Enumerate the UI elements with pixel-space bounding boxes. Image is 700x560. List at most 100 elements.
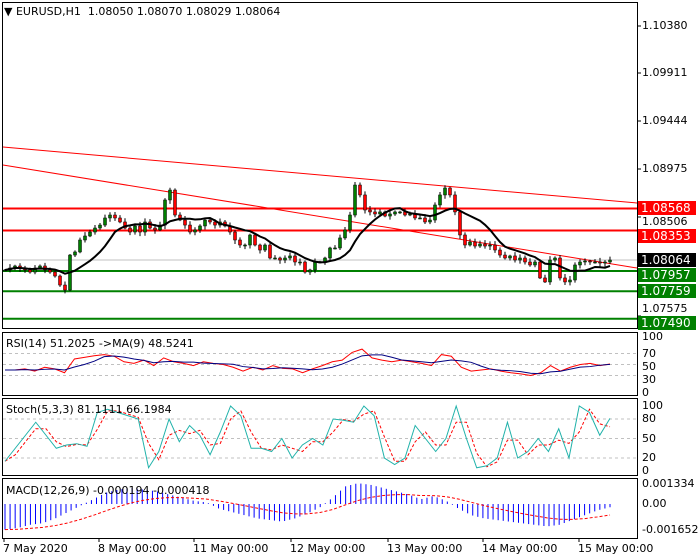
candle — [393, 211, 397, 215]
time-axis-label: 11 May 00:00 — [193, 542, 269, 555]
moving-average-line — [4, 207, 611, 275]
candle — [93, 227, 97, 233]
candle — [118, 217, 122, 223]
candle — [153, 227, 157, 231]
candle — [563, 277, 567, 283]
candle — [243, 244, 247, 247]
candle — [363, 194, 367, 211]
candle — [198, 225, 202, 231]
candle — [568, 279, 572, 283]
macd-signal-line — [4, 494, 611, 531]
candle — [253, 234, 257, 246]
rsi-panel — [2, 332, 638, 396]
candle — [493, 244, 497, 251]
candle — [603, 261, 607, 264]
stoch-axis-label: 100 — [642, 399, 663, 412]
candle — [143, 221, 147, 233]
ohlc-close: 1.08064 — [234, 5, 281, 18]
candle — [508, 255, 512, 259]
candle — [58, 275, 62, 286]
time-axis-label: 8 May 00:00 — [98, 542, 167, 555]
time-axis-label: 7 May 2020 — [3, 542, 68, 555]
candle — [388, 213, 392, 217]
candle — [83, 235, 87, 241]
symbol-timeframe: EURUSD,H1 — [15, 5, 81, 18]
candle — [498, 249, 502, 256]
rsi-label: RSI(14) 51.2025 ->MA(9) 48.5241 — [6, 337, 194, 350]
candle — [183, 219, 187, 226]
candle — [78, 239, 82, 253]
candle — [328, 247, 332, 259]
candle — [108, 214, 112, 219]
candle — [523, 257, 527, 263]
main-panel — [2, 2, 638, 329]
resistance-level-tag: 1.08568 — [638, 201, 696, 216]
candle — [258, 244, 262, 251]
candle — [473, 241, 477, 247]
candle — [348, 214, 352, 231]
candle — [483, 243, 487, 247]
stoch-signal-line — [4, 408, 611, 468]
candle — [173, 189, 177, 216]
candle — [448, 187, 452, 196]
candle — [163, 199, 167, 226]
candle — [288, 255, 292, 259]
candle — [343, 229, 347, 239]
candle — [103, 217, 107, 226]
collapse-triangle-icon[interactable]: ▼ — [4, 5, 13, 18]
stoch-panel — [2, 398, 638, 476]
resistance-level-tag: 1.08353 — [638, 229, 696, 244]
stoch-main-line — [4, 404, 611, 470]
candle — [213, 221, 217, 226]
candle — [53, 271, 57, 277]
candle — [418, 217, 422, 220]
candle — [543, 277, 547, 283]
candle — [468, 241, 472, 246]
candle — [63, 284, 67, 291]
candle — [608, 259, 612, 263]
candle — [598, 261, 602, 264]
rsi-line — [5, 348, 611, 377]
candle — [203, 219, 207, 227]
time-axis-label: 12 May 00:00 — [290, 542, 366, 555]
rsi-axis-label: 30 — [642, 372, 656, 386]
candle — [278, 257, 282, 261]
candle — [188, 224, 192, 233]
current-price-tag: 1.08064 — [638, 253, 696, 268]
candle — [238, 239, 242, 246]
macd-axis-label: -0.001652 — [642, 523, 699, 537]
stoch-axis-label: 20 — [642, 451, 656, 464]
rsi-ma-line — [5, 354, 611, 375]
candle — [463, 234, 467, 246]
support-level-tag: 1.07490 — [638, 316, 696, 330]
candle — [233, 231, 237, 241]
candle — [488, 244, 492, 247]
candle — [333, 247, 337, 250]
price-axis-label: 1.07575 — [642, 302, 688, 315]
candle — [518, 257, 522, 261]
candle — [573, 264, 577, 281]
candle — [558, 257, 562, 279]
candle — [263, 244, 267, 251]
candle — [133, 225, 137, 233]
candle — [353, 184, 357, 216]
candle — [178, 214, 182, 221]
stoch-axis-label: 80 — [642, 412, 656, 425]
candle — [458, 211, 462, 236]
candle — [268, 244, 272, 259]
candle — [533, 261, 537, 266]
candle — [443, 187, 447, 196]
macd-axis-label: 0.00 — [642, 497, 667, 510]
stoch-axis-label: 0 — [642, 464, 649, 477]
macd-label: MACD(12,26,9) -0.000194 -0.000418 — [6, 484, 210, 497]
rsi-axis-label: 50 — [642, 359, 656, 373]
candle — [478, 243, 482, 247]
candle — [138, 225, 142, 233]
candle — [553, 257, 557, 261]
candle — [338, 237, 342, 249]
candle — [513, 255, 517, 261]
candle — [283, 257, 287, 261]
candle — [193, 229, 197, 233]
candle — [158, 224, 162, 231]
